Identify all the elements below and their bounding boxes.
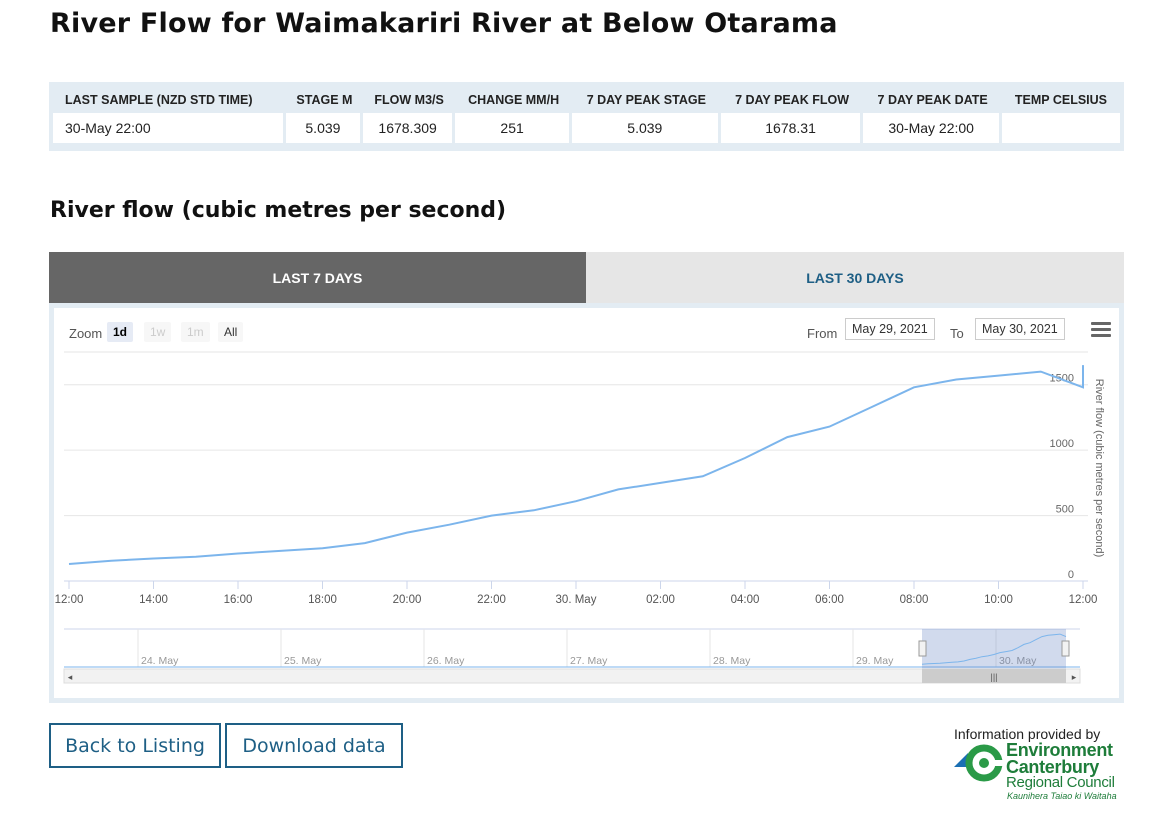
summary-data-row: 30-May 22:00 5.039 1678.309 251 5.039 16… xyxy=(53,113,1120,143)
navigator-date-label: 27. May xyxy=(570,655,608,667)
chart-tabs: LAST 7 DAYS LAST 30 DAYS xyxy=(49,252,1124,303)
summary-table-container: LAST SAMPLE (NZD STD TIME) STAGE M FLOW … xyxy=(49,82,1124,151)
chart-container: Zoom 1d 1w 1m All From May 29, 2021 To M… xyxy=(54,308,1119,698)
x-tick-label: 12:00 xyxy=(55,594,84,606)
zoom-all-button[interactable]: All xyxy=(218,322,244,342)
chart-menu-icon[interactable] xyxy=(1091,322,1111,340)
summary-table: LAST SAMPLE (NZD STD TIME) STAGE M FLOW … xyxy=(53,86,1120,143)
header-last-sample: LAST SAMPLE (NZD STD TIME) xyxy=(65,92,253,107)
x-tick-label: 22:00 xyxy=(477,594,506,606)
header-peak-stage: 7 DAY PEAK STAGE xyxy=(586,92,706,107)
header-flow: FLOW M3/S xyxy=(374,92,444,107)
to-date-input[interactable]: May 30, 2021 xyxy=(975,318,1065,340)
navigator-grid: 24. May 25. May 26. May 27. May 28. May 29. M… xyxy=(137,629,1037,667)
navigator-date-label: 28. May xyxy=(713,655,751,667)
x-tick-label: 06:00 xyxy=(815,594,844,606)
x-tick-label: 14:00 xyxy=(139,594,168,606)
x-tick-label: 18:00 xyxy=(308,594,337,606)
cell-peak-flow: 1678.31 xyxy=(720,113,864,143)
navigator-right-handle[interactable] xyxy=(1061,640,1070,657)
cell-flow: 1678.309 xyxy=(362,113,456,143)
navigator[interactable]: 24. May 25. May 26. May 27. May 28. May 29. M… xyxy=(63,628,1081,684)
logo-text-maori: Kaunihera Taiao ki Waitaha xyxy=(1007,791,1117,801)
info-provided-text: Information provided by xyxy=(954,726,1101,742)
logo-text-regional-council: Regional Council xyxy=(1006,774,1115,791)
zoom-1m-button[interactable]: 1m xyxy=(181,322,210,342)
cell-change: 251 xyxy=(455,113,572,143)
cell-temp xyxy=(1001,113,1120,143)
from-label: From xyxy=(807,326,838,341)
tab-last-7-days[interactable]: LAST 7 DAYS xyxy=(49,252,586,303)
header-peak-flow: 7 DAY PEAK FLOW xyxy=(735,92,850,107)
header-stage: STAGE M xyxy=(296,92,353,107)
navigator-date-label: 26. May xyxy=(427,655,465,667)
y-tick-label: 0 xyxy=(1068,569,1074,581)
x-tick-label: 30. May xyxy=(556,594,597,606)
cell-peak-date: 30-May 22:00 xyxy=(863,113,1002,143)
scrollbar-track[interactable] xyxy=(63,668,1081,684)
tab-last-30-days[interactable]: LAST 30 DAYS xyxy=(586,252,1124,303)
zoom-1d-button[interactable]: 1d xyxy=(107,322,134,342)
navigator-date-label: 30. May xyxy=(999,655,1037,667)
cell-stage: 5.039 xyxy=(285,113,363,143)
navigator-date-label: 24. May xyxy=(141,655,179,667)
y-tick-label: 1000 xyxy=(1050,438,1074,450)
scroll-left-arrow-icon[interactable]: ◂ xyxy=(68,672,73,682)
navigator-series-line xyxy=(921,633,1067,665)
x-tick-label: 08:00 xyxy=(900,594,929,606)
navigator-date-label: 25. May xyxy=(284,655,322,667)
flow-series-line xyxy=(68,365,1084,565)
from-date-input[interactable]: May 29, 2021 xyxy=(845,318,935,340)
x-tick-label: 10:00 xyxy=(984,594,1013,606)
logo-text-environment: Environment xyxy=(1006,740,1113,760)
scrollbar-grip-icon: ||| xyxy=(990,672,997,682)
logo-text-canterbury: Canterbury xyxy=(1006,757,1100,777)
scroll-right-arrow-icon[interactable]: ▸ xyxy=(1072,672,1077,682)
zoom-1w-button[interactable]: 1w xyxy=(144,322,172,342)
navigator-date-label: 29. May xyxy=(856,655,894,667)
x-tick-label: 02:00 xyxy=(646,594,675,606)
page-title: River Flow for Waimakariri River at Belo… xyxy=(50,8,838,39)
x-tick-label: 12:00 xyxy=(1069,594,1098,606)
to-label: To xyxy=(950,326,964,341)
environment-canterbury-logo[interactable]: Environment Canterbury Regional Council … xyxy=(952,741,1127,803)
download-data-button[interactable]: Download data xyxy=(225,723,403,768)
y-tick-label: 500 xyxy=(1056,504,1074,516)
zoom-label: Zoom xyxy=(69,326,103,341)
x-tick-label: 16:00 xyxy=(224,594,253,606)
cell-last-sample: 30-May 22:00 xyxy=(53,113,286,143)
scrollbar-thumb[interactable] xyxy=(922,669,1066,683)
x-tick-labels: 12:00 14:00 16:00 18:00 20:00 22:00 30. May 02:… xyxy=(55,581,1098,606)
header-change: CHANGE MM/H xyxy=(468,92,560,107)
x-tick-label: 20:00 xyxy=(393,594,422,606)
header-temp: TEMP CELSIUS xyxy=(1014,92,1108,107)
ecan-logo-icon xyxy=(954,744,1004,782)
grid-lines xyxy=(64,351,1088,582)
y-axis-label: River flow (cubic metres per second) xyxy=(1093,379,1105,558)
cell-peak-stage: 5.039 xyxy=(571,113,721,143)
header-peak-date: 7 DAY PEAK DATE xyxy=(877,92,988,107)
summary-header-row: LAST SAMPLE (NZD STD TIME) STAGE M FLOW … xyxy=(53,86,1120,113)
navigator-left-handle[interactable] xyxy=(918,640,927,657)
back-to-listing-button[interactable]: Back to Listing xyxy=(49,723,221,768)
x-tick-label: 04:00 xyxy=(731,594,760,606)
chart-frame: Zoom 1d 1w 1m All From May 29, 2021 To M… xyxy=(49,303,1124,703)
section-title: River flow (cubic metres per second) xyxy=(50,198,507,223)
